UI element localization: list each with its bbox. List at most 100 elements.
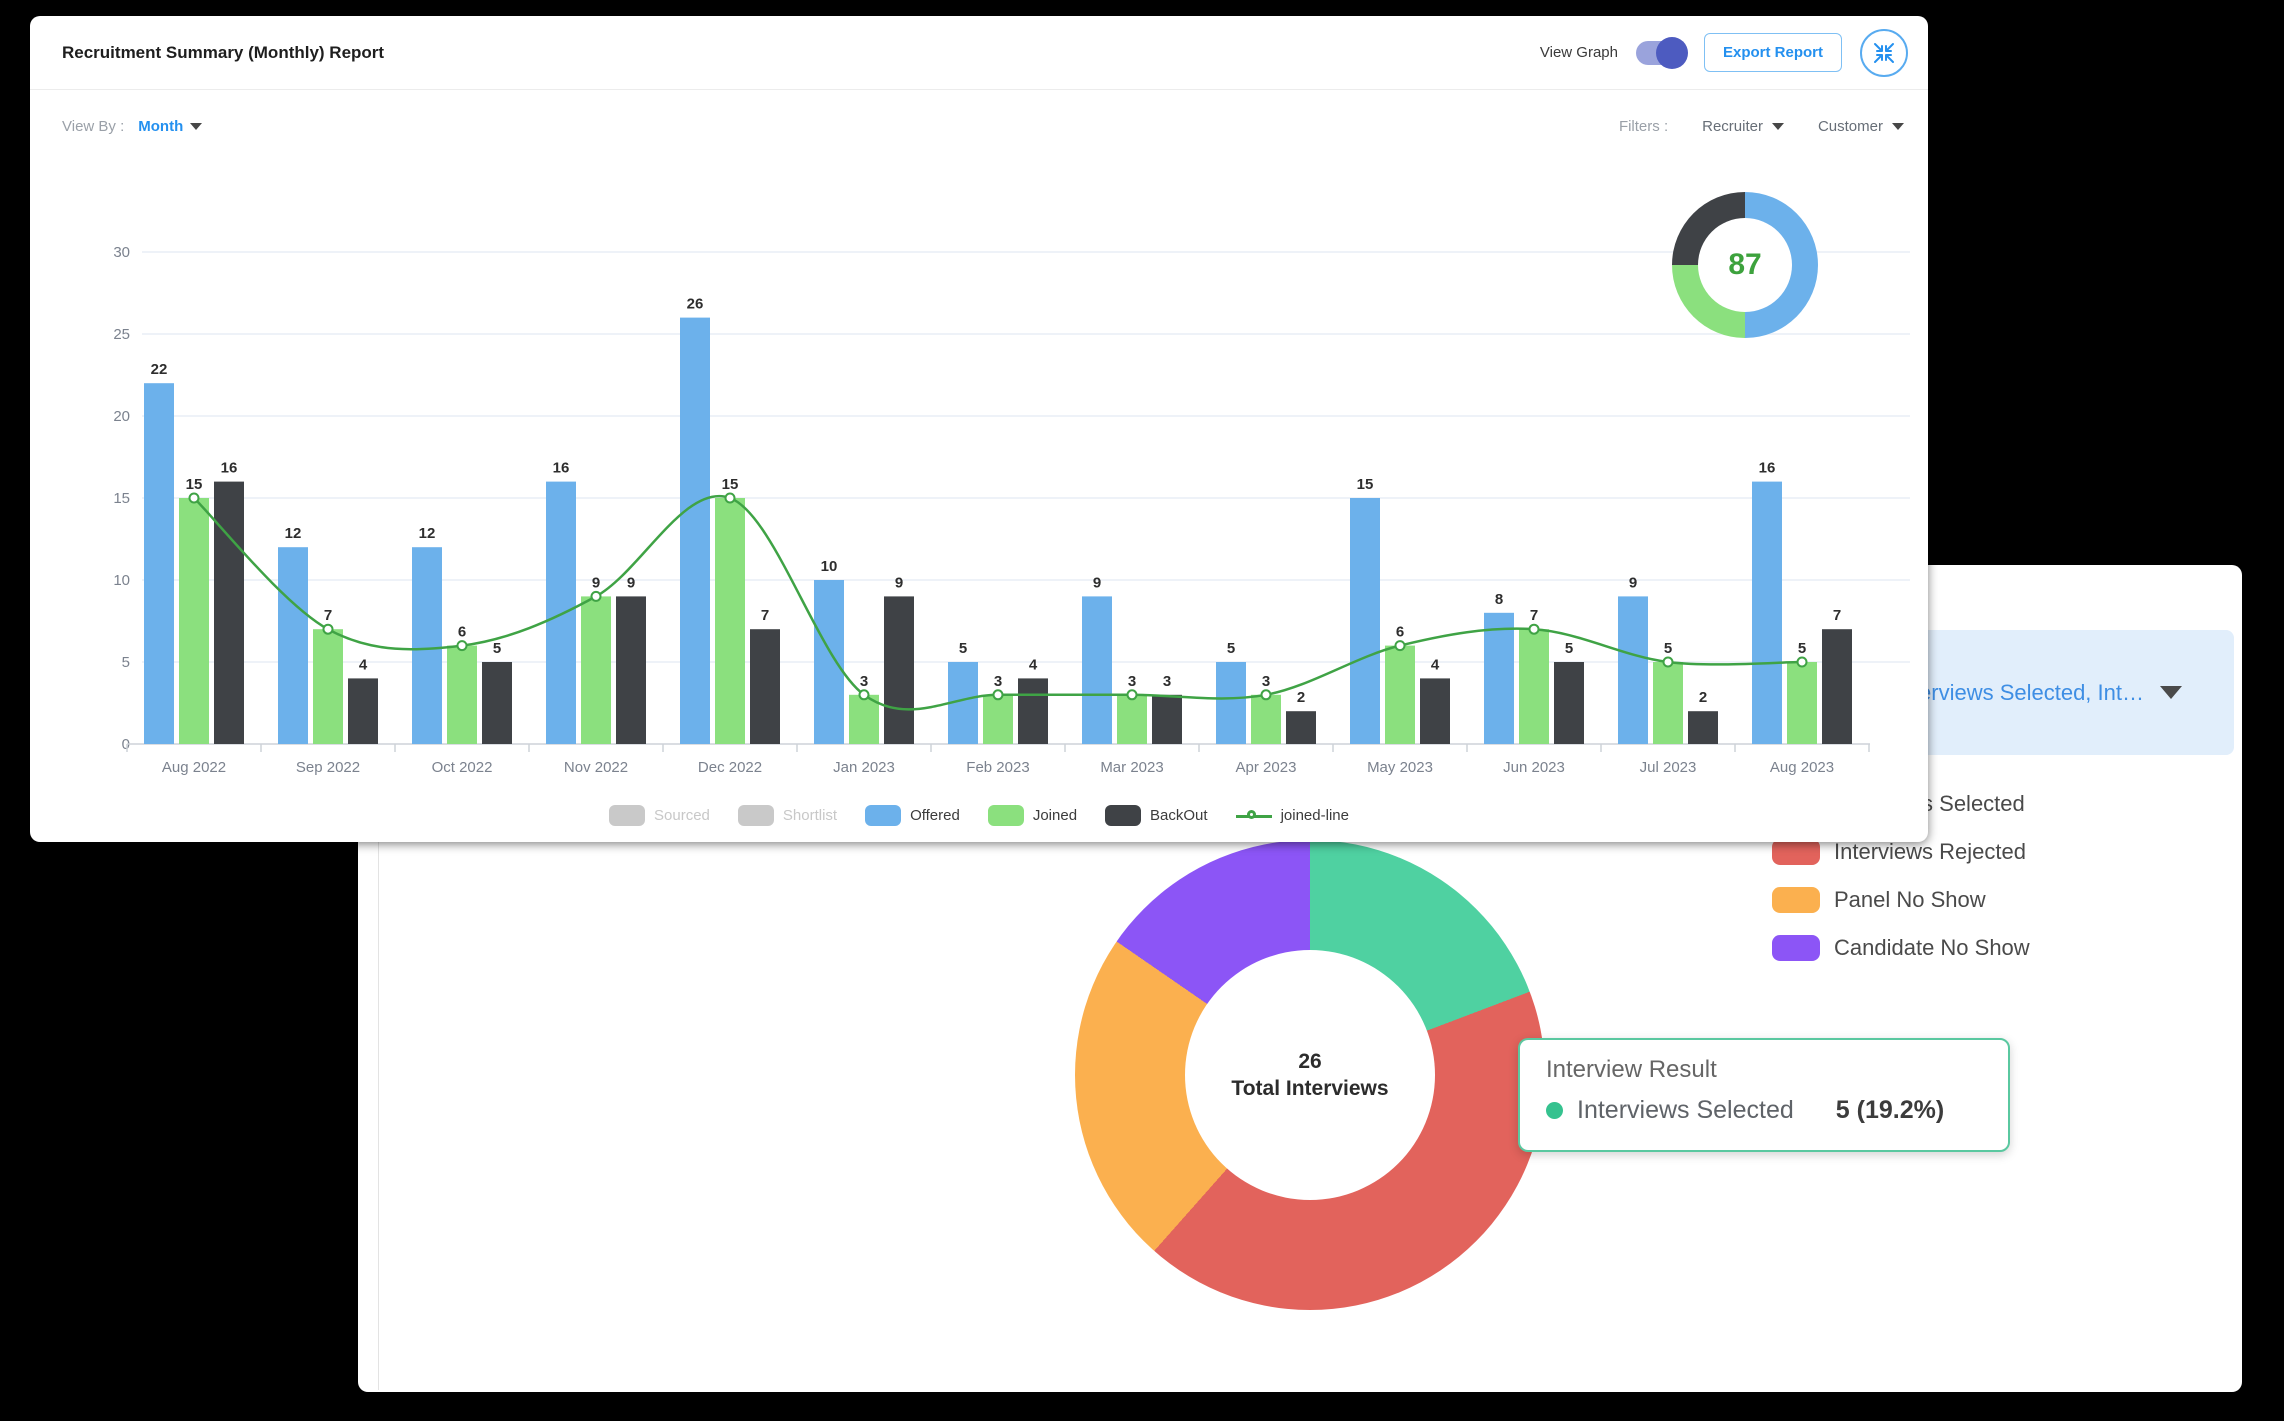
legend-label: Panel No Show	[1834, 887, 1986, 912]
customer-filter-dropdown[interactable]: Customer	[1818, 118, 1904, 135]
bar-backout-9	[1420, 678, 1450, 744]
bar-joined-6	[983, 694, 1013, 744]
interview-result-donut-chart[interactable]: 26 Total Interviews	[1075, 840, 1545, 1310]
svg-text:3: 3	[994, 673, 1002, 690]
chevron-down-icon	[1771, 122, 1784, 130]
bar-joined-2	[447, 645, 477, 744]
svg-text:2: 2	[1699, 689, 1707, 706]
svg-text:Dec 2022: Dec 2022	[698, 759, 762, 776]
panel-inner-border	[378, 630, 379, 1390]
recruiter-filter-label: Recruiter	[1702, 117, 1763, 135]
svg-text:Aug 2022: Aug 2022	[162, 759, 226, 776]
svg-text:10: 10	[821, 558, 838, 575]
svg-text:6: 6	[458, 624, 466, 641]
bar-offered-7	[1082, 596, 1112, 744]
svg-text:9: 9	[592, 574, 600, 591]
summary-total-value: 87	[1728, 248, 1762, 281]
view-graph-toggle[interactable]	[1635, 36, 1688, 69]
view-by-dropdown[interactable]: Month	[138, 117, 203, 135]
total-interviews-value: 26	[1298, 1049, 1322, 1073]
svg-text:3: 3	[1262, 673, 1270, 690]
svg-text:26: 26	[687, 296, 704, 313]
svg-text:5: 5	[1565, 640, 1573, 657]
legend-swatch-icon	[609, 805, 646, 826]
filters-label: Filters :	[1618, 117, 1669, 135]
bar-backout-3	[616, 596, 646, 744]
svg-text:0: 0	[122, 736, 130, 753]
svg-text:2: 2	[1297, 689, 1305, 706]
bar-offered-0	[144, 383, 174, 744]
svg-text:5: 5	[493, 640, 501, 657]
legend-swatch-icon	[1105, 805, 1142, 826]
bar-offered-12	[1752, 481, 1782, 744]
page-title: Recruitment Summary (Monthly) Report	[62, 42, 385, 62]
legend-swatch-icon	[1772, 839, 1820, 865]
interview-legend-item-candidate-no-show[interactable]: Candidate No Show	[1772, 934, 2030, 962]
legend-label: joined-line	[1280, 807, 1349, 824]
svg-text:6: 6	[1396, 624, 1404, 641]
legend-item-joined-line[interactable]: joined-line	[1235, 807, 1349, 824]
bar-joined-11	[1653, 662, 1683, 744]
interview-result-filter-value: Interviews Selected, Int…	[1894, 679, 2144, 705]
bar-joined-7	[1117, 694, 1147, 744]
collapse-button[interactable]	[1860, 28, 1908, 77]
svg-text:15: 15	[186, 476, 203, 493]
series-dot-icon	[1546, 1102, 1563, 1119]
svg-text:15: 15	[1357, 476, 1374, 493]
chart-controls-row: View By : Month Filters : Recruiter Cust…	[30, 104, 1928, 148]
panel-header: Recruitment Summary (Monthly) Report Vie…	[30, 16, 1928, 90]
legend-item-shortlist[interactable]: Shortlist	[737, 805, 837, 826]
interview-legend-item-panel-no-show[interactable]: Panel No Show	[1772, 886, 2030, 914]
svg-text:Nov 2022: Nov 2022	[564, 759, 628, 776]
svg-text:7: 7	[761, 607, 769, 624]
svg-text:9: 9	[1629, 574, 1637, 591]
donut-center: 26 Total Interviews	[1185, 950, 1435, 1200]
svg-text:10: 10	[113, 572, 130, 589]
svg-text:Feb 2023: Feb 2023	[966, 759, 1029, 776]
legend-item-offered[interactable]: Offered	[865, 805, 960, 826]
legend-label: Joined	[1032, 807, 1078, 824]
recruiter-filter-dropdown[interactable]: Recruiter	[1702, 118, 1784, 135]
bar-joined-4	[715, 498, 745, 744]
legend-item-backout[interactable]: BackOut	[1105, 805, 1208, 826]
view-by-value: Month	[138, 117, 184, 135]
svg-text:5: 5	[122, 654, 130, 671]
bar-backout-10	[1554, 662, 1584, 744]
svg-text:20: 20	[113, 408, 130, 425]
legend-swatch-icon	[737, 805, 774, 826]
svg-text:Jan 2023: Jan 2023	[833, 759, 895, 776]
svg-text:8: 8	[1495, 591, 1503, 608]
bar-backout-7	[1152, 694, 1182, 744]
svg-text:4: 4	[359, 656, 368, 673]
svg-text:7: 7	[324, 607, 332, 624]
view-graph-label: View Graph	[1539, 44, 1618, 61]
legend-swatch-icon	[1772, 887, 1820, 913]
bar-joined-5	[849, 694, 879, 744]
bar-joined-3	[581, 596, 611, 744]
bar-joined-0	[179, 498, 209, 744]
interview-legend-item-interviews-rejected[interactable]: Interviews Rejected	[1772, 838, 2030, 866]
svg-text:7: 7	[1530, 607, 1538, 624]
bar-backout-2	[482, 662, 512, 744]
svg-text:Mar 2023: Mar 2023	[1100, 759, 1163, 776]
legend-label: Interviews Rejected	[1834, 839, 2026, 864]
svg-text:25: 25	[113, 326, 130, 343]
svg-text:Oct 2022: Oct 2022	[432, 759, 493, 776]
svg-text:3: 3	[860, 673, 868, 690]
legend-item-sourced[interactable]: Sourced	[609, 805, 710, 826]
bar-offered-3	[546, 481, 576, 744]
legend-item-joined[interactable]: Joined	[987, 805, 1078, 826]
legend-label: Candidate No Show	[1834, 935, 2030, 960]
bar-offered-2	[412, 547, 442, 744]
export-report-button[interactable]: Export Report	[1703, 33, 1842, 72]
svg-text:12: 12	[419, 525, 436, 542]
svg-text:16: 16	[1759, 460, 1776, 477]
chevron-down-icon	[2160, 686, 2182, 699]
svg-text:15: 15	[113, 490, 130, 507]
bar-offered-1	[278, 547, 308, 744]
bar-backout-8	[1286, 711, 1316, 744]
svg-text:30: 30	[113, 244, 130, 261]
bar-backout-12	[1822, 629, 1852, 744]
